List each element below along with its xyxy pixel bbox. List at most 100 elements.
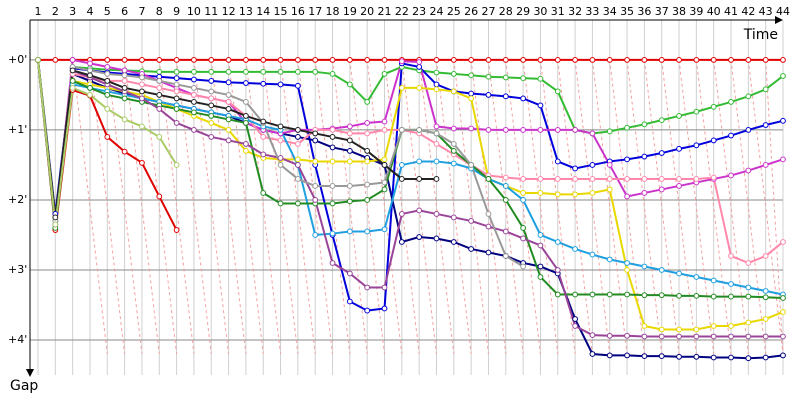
point [398,211,405,217]
point [294,134,301,140]
point [554,127,561,133]
point [277,155,284,161]
point [780,57,786,63]
x-tick-label: 42 [741,5,755,18]
point [208,68,215,75]
point [364,158,371,165]
point [346,158,353,165]
pit-line [349,59,386,355]
point [485,249,492,256]
point [658,186,665,193]
point [762,333,769,340]
point [641,292,648,299]
x-tick-label: 3 [69,5,76,18]
point [173,162,180,168]
point [329,183,336,189]
point [710,103,717,110]
point [346,298,353,305]
point [433,57,440,63]
pit-line [713,59,749,355]
point [502,127,509,133]
pit-line [661,59,697,355]
point [710,57,717,63]
point [433,69,440,76]
point [277,81,284,88]
point [381,226,388,233]
x-tick-label: 39 [689,5,703,18]
pit-line [106,59,143,355]
point [364,148,371,154]
point [329,144,336,151]
point [139,88,145,95]
point [589,162,596,168]
point [554,88,561,95]
point [346,123,353,130]
point [121,78,128,84]
point [502,197,509,203]
point [693,57,700,63]
point [762,57,769,63]
point [260,134,267,140]
pit-line [678,59,715,355]
point [641,153,648,160]
point [208,113,215,119]
x-tick-label: 13 [239,5,253,18]
point [676,113,682,119]
point [329,57,336,63]
point [139,123,145,130]
point [208,102,215,109]
point [572,316,578,322]
point [468,162,475,168]
point [676,333,682,340]
pit-line [470,59,507,355]
point [121,148,128,155]
point [364,197,371,203]
point [433,176,440,182]
point [329,200,336,207]
pit-line [210,59,247,355]
point [416,85,423,91]
x-tick-label: 10 [187,5,201,18]
point [260,68,267,75]
point [433,81,440,88]
point [520,176,527,182]
x-tick-label: 32 [568,5,582,18]
point [710,174,717,181]
point [728,253,734,259]
point [745,127,752,133]
point [624,267,630,273]
y-tick-label: +2' [8,193,27,206]
x-tick-label: 40 [707,5,721,18]
point [780,333,786,340]
point [728,354,734,361]
x-tick-label: 7 [138,5,145,18]
x-tick-label: 21 [378,5,392,18]
point [762,122,769,128]
point [416,127,423,133]
x-tick-label: 2 [52,5,59,18]
point [762,288,769,294]
point [156,57,163,63]
point [312,130,319,137]
pit-line [124,59,160,355]
point [416,59,423,65]
pit-line [557,59,593,355]
point [572,246,578,252]
point [173,95,180,102]
point [589,57,596,63]
point [502,253,509,259]
point [537,57,544,63]
point [381,162,388,168]
point [641,121,648,128]
point [641,57,648,63]
point [728,281,734,287]
point [381,284,388,291]
point [173,81,180,88]
point [191,92,197,98]
point [745,293,752,300]
point [225,57,232,63]
point [762,86,769,93]
point [710,323,717,329]
point [485,73,492,80]
point [572,191,578,198]
